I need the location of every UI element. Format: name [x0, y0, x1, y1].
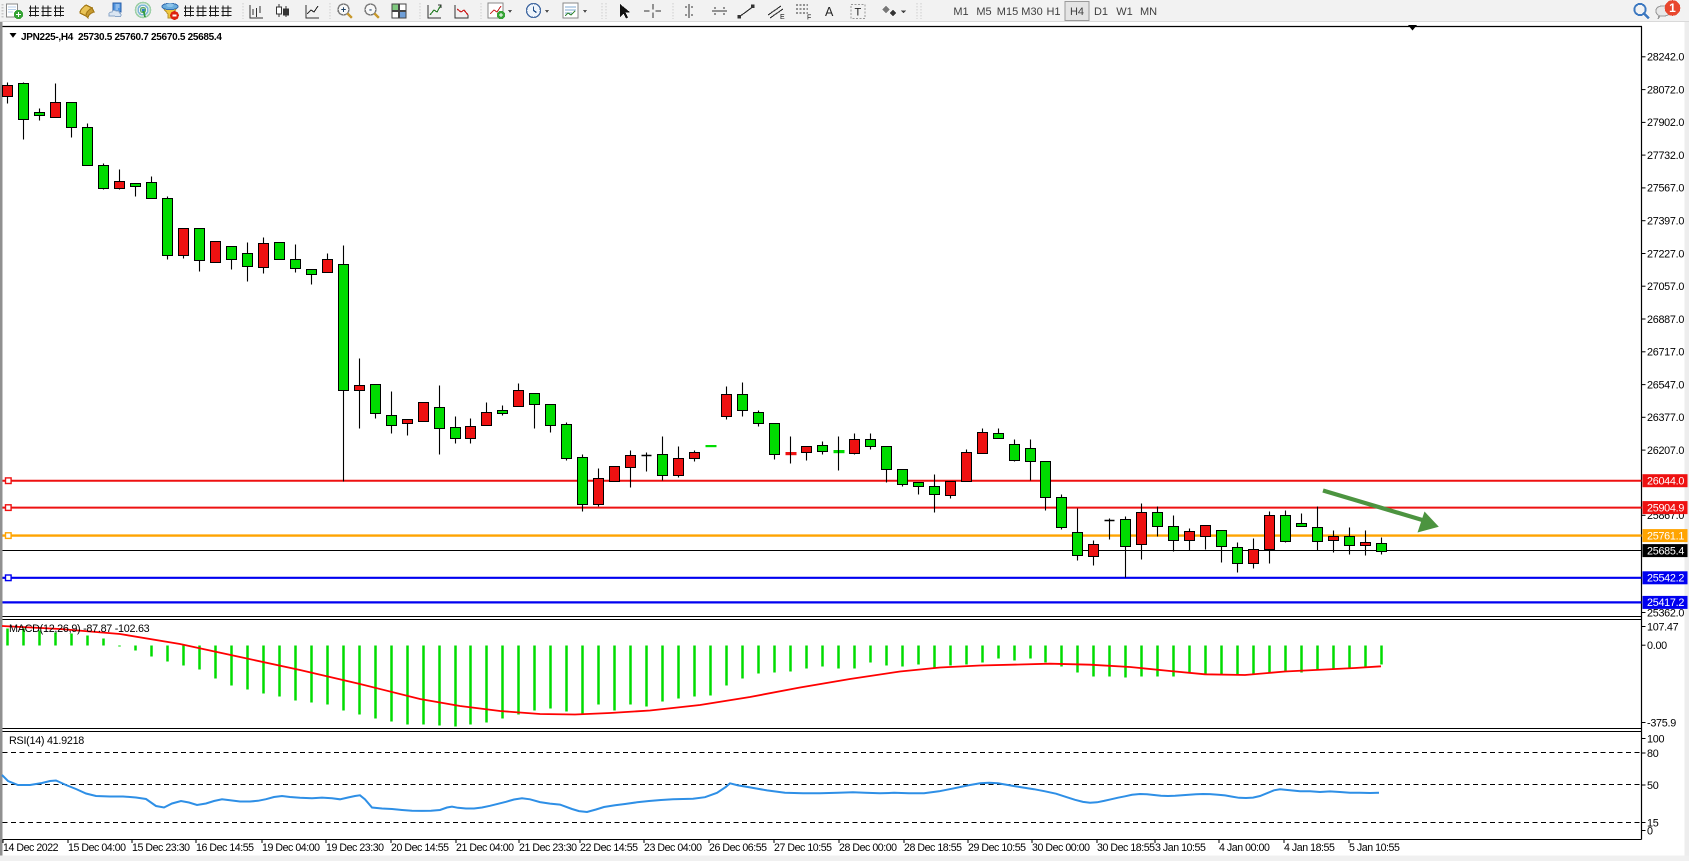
- svg-text:14 Dec 2022: 14 Dec 2022: [3, 842, 59, 854]
- svg-text:27567.0: 27567.0: [1647, 183, 1684, 195]
- svg-text:25761.1: 25761.1: [1647, 530, 1684, 542]
- svg-text:MACD(12,26,9) -87.87 -102.63: MACD(12,26,9) -87.87 -102.63: [9, 623, 150, 635]
- svg-text:E: E: [780, 14, 785, 21]
- svg-text:A: A: [825, 5, 834, 19]
- svg-text:107.47: 107.47: [1647, 621, 1679, 633]
- svg-text:15 Dec 04:00: 15 Dec 04:00: [68, 842, 126, 854]
- svg-text:26 Dec 06:55: 26 Dec 06:55: [709, 842, 767, 854]
- svg-text:JPN225-,H4 25730.5 25760.7 25: JPN225-,H4 25730.5 25760.7 25670.5 25685…: [21, 32, 222, 43]
- svg-text:28242.0: 28242.0: [1647, 52, 1684, 64]
- svg-text:3 Jan 10:55: 3 Jan 10:55: [1155, 842, 1206, 854]
- svg-text:-: -: [369, 5, 372, 15]
- svg-text:M1: M1: [953, 6, 968, 18]
- svg-text:100: 100: [1647, 733, 1664, 745]
- svg-text:W1: W1: [1116, 6, 1133, 18]
- svg-text:28 Dec 18:55: 28 Dec 18:55: [904, 842, 962, 854]
- svg-text:H1: H1: [1046, 6, 1060, 18]
- svg-text:21 Dec 04:00: 21 Dec 04:00: [456, 842, 514, 854]
- svg-text:26377.0: 26377.0: [1647, 412, 1684, 424]
- svg-text:26044.0: 26044.0: [1647, 476, 1684, 488]
- svg-text:1: 1: [1669, 1, 1676, 15]
- svg-text:M5: M5: [976, 6, 991, 18]
- svg-text:20 Dec 14:55: 20 Dec 14:55: [391, 842, 449, 854]
- svg-text:0.00: 0.00: [1647, 640, 1667, 652]
- svg-text:-375.9: -375.9: [1647, 717, 1676, 729]
- svg-text:22 Dec 14:55: 22 Dec 14:55: [580, 842, 638, 854]
- svg-text:27227.0: 27227.0: [1647, 248, 1684, 260]
- svg-text:15 Dec 23:30: 15 Dec 23:30: [132, 842, 190, 854]
- svg-text:M30: M30: [1021, 6, 1042, 18]
- svg-text:16 Dec 14:55: 16 Dec 14:55: [196, 842, 254, 854]
- svg-text:M15: M15: [997, 6, 1018, 18]
- svg-text:15: 15: [1647, 817, 1659, 829]
- svg-text:27397.0: 27397.0: [1647, 216, 1684, 228]
- svg-text:H4: H4: [1070, 6, 1084, 18]
- svg-text:25685.4: 25685.4: [1647, 545, 1684, 557]
- svg-text:26887.0: 26887.0: [1647, 314, 1684, 326]
- svg-text:+: +: [341, 5, 346, 15]
- svg-text:28072.0: 28072.0: [1647, 84, 1684, 96]
- svg-text:19 Dec 23:30: 19 Dec 23:30: [326, 842, 384, 854]
- svg-text:25542.2: 25542.2: [1647, 573, 1684, 585]
- svg-text:0: 0: [1647, 825, 1653, 837]
- svg-text:25362.0: 25362.0: [1647, 607, 1684, 619]
- svg-text:25417.2: 25417.2: [1647, 597, 1684, 609]
- svg-text:25904.9: 25904.9: [1647, 502, 1684, 514]
- svg-text:F: F: [807, 15, 811, 22]
- svg-text:4 Jan 18:55: 4 Jan 18:55: [1284, 842, 1335, 854]
- svg-text:26547.0: 26547.0: [1647, 379, 1684, 391]
- svg-text:29 Dec 10:55: 29 Dec 10:55: [968, 842, 1026, 854]
- svg-text:80: 80: [1647, 748, 1659, 760]
- svg-text:28 Dec 00:00: 28 Dec 00:00: [839, 842, 897, 854]
- svg-text:D1: D1: [1094, 6, 1108, 18]
- svg-text:MN: MN: [1140, 6, 1157, 18]
- svg-text:26717.0: 26717.0: [1647, 347, 1684, 359]
- svg-text:27057.0: 27057.0: [1647, 281, 1684, 293]
- svg-text:21 Dec 23:30: 21 Dec 23:30: [519, 842, 577, 854]
- svg-text:RSI(14) 41.9218: RSI(14) 41.9218: [9, 735, 84, 747]
- svg-text:27902.0: 27902.0: [1647, 117, 1684, 129]
- svg-text:23 Dec 04:00: 23 Dec 04:00: [644, 842, 702, 854]
- svg-text:27732.0: 27732.0: [1647, 150, 1684, 162]
- svg-text:T: T: [855, 7, 862, 19]
- svg-text:19 Dec 04:00: 19 Dec 04:00: [262, 842, 320, 854]
- svg-text:50: 50: [1647, 780, 1659, 792]
- svg-text:5 Jan 10:55: 5 Jan 10:55: [1349, 842, 1400, 854]
- svg-text:27 Dec 10:55: 27 Dec 10:55: [774, 842, 832, 854]
- svg-text:30 Dec 18:55: 30 Dec 18:55: [1097, 842, 1155, 854]
- svg-text:30 Dec 00:00: 30 Dec 00:00: [1032, 842, 1090, 854]
- svg-text:4 Jan 00:00: 4 Jan 00:00: [1219, 842, 1270, 854]
- svg-text:26207.0: 26207.0: [1647, 445, 1684, 457]
